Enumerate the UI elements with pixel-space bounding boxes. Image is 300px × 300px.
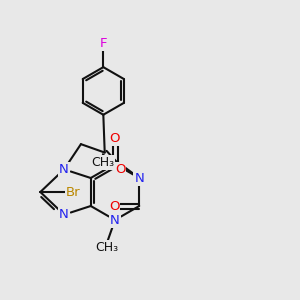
Text: O: O [110, 132, 120, 145]
Text: O: O [115, 163, 125, 176]
Text: N: N [59, 163, 69, 176]
Text: N: N [110, 214, 120, 226]
Text: CH₃: CH₃ [95, 241, 118, 254]
Text: CH₃: CH₃ [91, 156, 114, 169]
Text: O: O [109, 200, 119, 212]
Text: F: F [100, 37, 107, 50]
Text: Br: Br [66, 185, 80, 199]
Text: N: N [134, 172, 144, 184]
Text: N: N [59, 208, 69, 221]
